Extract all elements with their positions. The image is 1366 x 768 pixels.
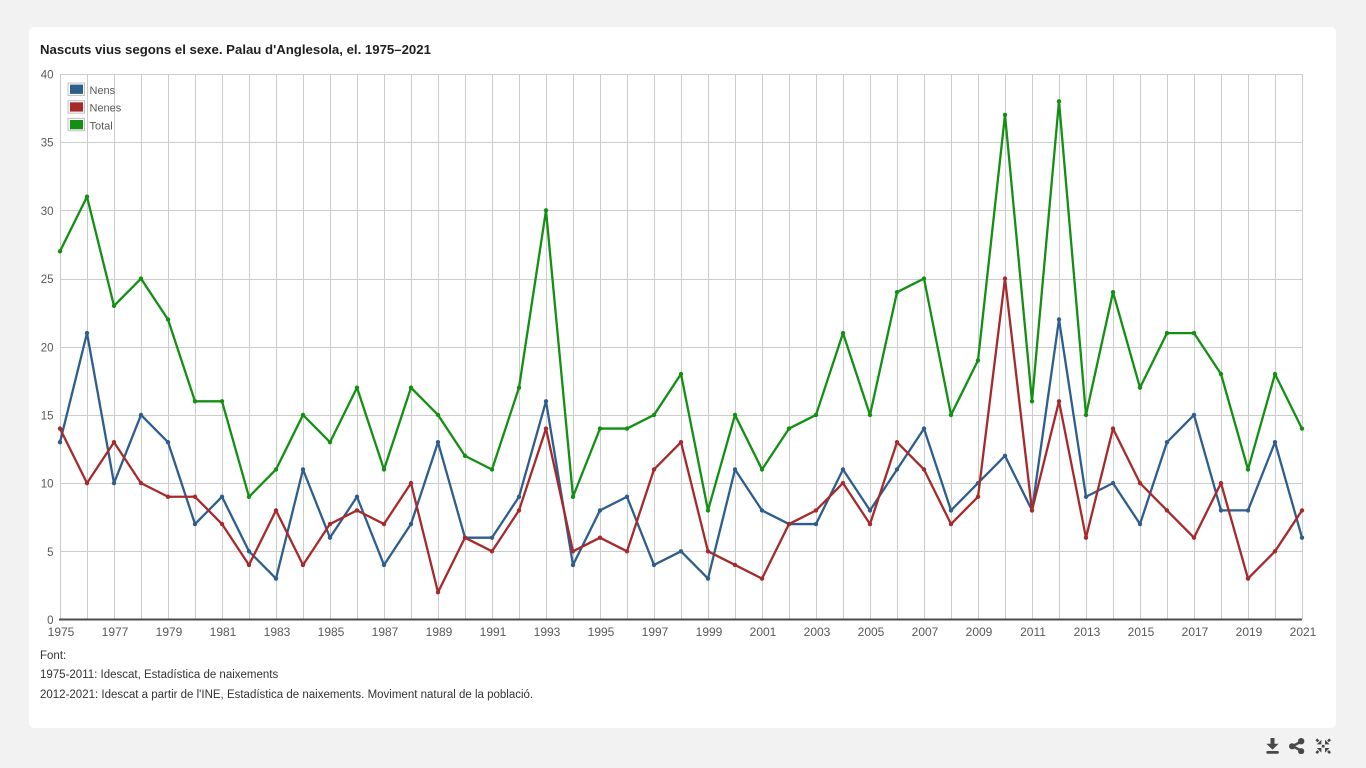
svg-text:2011: 2011	[1020, 625, 1046, 639]
svg-text:15: 15	[41, 410, 54, 422]
svg-text:1985: 1985	[318, 625, 345, 639]
svg-text:35: 35	[41, 138, 54, 150]
svg-text:2013: 2013	[1074, 625, 1101, 639]
svg-text:2007: 2007	[912, 625, 939, 639]
svg-text:0: 0	[47, 615, 53, 627]
svg-text:10: 10	[41, 479, 54, 491]
svg-text:1977: 1977	[102, 625, 129, 639]
svg-text:1979: 1979	[156, 625, 183, 639]
svg-text:Nenes: Nenes	[90, 103, 122, 115]
svg-text:Nens: Nens	[90, 85, 116, 97]
svg-text:1997: 1997	[642, 625, 669, 639]
svg-text:1975: 1975	[48, 625, 75, 639]
svg-text:25: 25	[41, 274, 54, 286]
svg-text:20: 20	[41, 342, 54, 354]
svg-text:2003: 2003	[804, 625, 831, 639]
svg-text:2005: 2005	[858, 625, 885, 639]
svg-text:1989: 1989	[426, 625, 453, 639]
svg-text:2001: 2001	[750, 625, 777, 639]
svg-text:1981: 1981	[210, 625, 237, 639]
svg-text:2009: 2009	[966, 625, 993, 639]
svg-text:1991: 1991	[480, 625, 507, 639]
svg-text:30: 30	[41, 206, 54, 218]
svg-text:5: 5	[47, 547, 53, 559]
svg-text:2017: 2017	[1182, 625, 1209, 639]
svg-text:Total: Total	[90, 120, 113, 132]
svg-text:1987: 1987	[372, 625, 399, 639]
svg-text:2015: 2015	[1128, 625, 1155, 639]
svg-text:2021: 2021	[1290, 625, 1317, 639]
svg-text:1993: 1993	[534, 625, 561, 639]
svg-text:40: 40	[41, 70, 54, 82]
svg-text:2019: 2019	[1236, 625, 1263, 639]
svg-text:1983: 1983	[264, 625, 291, 639]
svg-text:1995: 1995	[588, 625, 615, 639]
svg-text:1999: 1999	[696, 625, 723, 639]
